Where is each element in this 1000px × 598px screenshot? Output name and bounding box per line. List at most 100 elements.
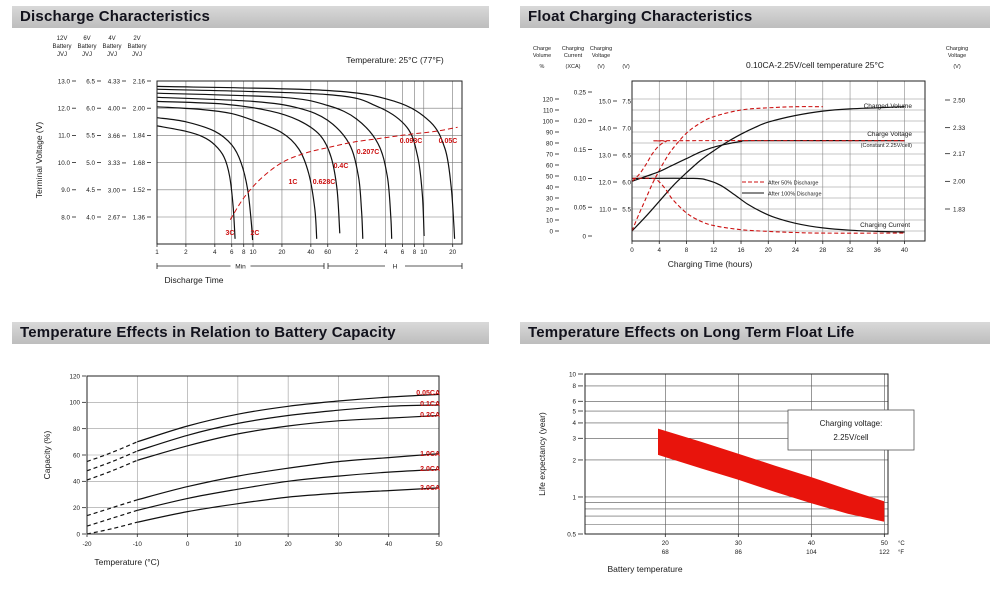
svg-text:8: 8 [572, 383, 576, 390]
svg-text:100: 100 [69, 400, 80, 407]
svg-text:20: 20 [278, 249, 286, 256]
svg-text:Charging voltage:: Charging voltage: [820, 419, 883, 428]
svg-text:2.0CA: 2.0CA [420, 466, 440, 473]
section-title-float-charging: Float Charging Characteristics [520, 6, 990, 28]
svg-text:0: 0 [76, 531, 80, 538]
svg-text:0.093C: 0.093C [400, 138, 423, 145]
svg-text:(Constant 2.25V/cell): (Constant 2.25V/cell) [861, 143, 913, 149]
svg-text:After 50% Discharge: After 50% Discharge [768, 181, 818, 187]
svg-text:6.5: 6.5 [622, 152, 631, 159]
svg-text:2: 2 [184, 249, 188, 256]
svg-text:10: 10 [569, 371, 577, 378]
svg-text:80: 80 [546, 140, 554, 147]
svg-text:10: 10 [234, 541, 242, 548]
svg-text:4.00: 4.00 [108, 105, 121, 112]
svg-text:2: 2 [355, 249, 359, 256]
svg-text:2.33: 2.33 [953, 125, 966, 132]
svg-text:3: 3 [572, 436, 576, 443]
svg-text:JVJ: JVJ [132, 52, 142, 58]
svg-text:70: 70 [546, 151, 554, 158]
panel-discharge-characteristics: Discharge Characteristics 13.0 12.0 11.0 10… [12, 6, 489, 314]
svg-text:2V: 2V [133, 36, 140, 42]
svg-text:2.17: 2.17 [953, 151, 966, 158]
svg-text:40: 40 [73, 479, 81, 486]
svg-text:50: 50 [546, 173, 554, 180]
svg-text:122: 122 [879, 549, 890, 556]
svg-text:(V): (V) [597, 64, 605, 70]
svg-text:120: 120 [69, 373, 80, 380]
svg-text:7.5: 7.5 [622, 98, 631, 105]
svg-text:2.00: 2.00 [133, 106, 146, 113]
svg-text:Charging: Charging [562, 46, 584, 52]
svg-text:(XCA): (XCA) [566, 64, 581, 70]
svg-text:2.25V/cell: 2.25V/cell [833, 433, 868, 442]
svg-text:Battery: Battery [102, 44, 121, 50]
float-charging-chart: 12011010090807060504030201000.250.200.15… [533, 46, 968, 269]
svg-text:20: 20 [285, 541, 293, 548]
svg-text:Battery: Battery [127, 44, 146, 50]
svg-text:3.66: 3.66 [108, 133, 121, 140]
panel-float-life: Temperature Effects on Long Term Float L… [520, 322, 990, 592]
svg-text:86: 86 [735, 549, 743, 556]
svg-text:5.0: 5.0 [86, 160, 95, 167]
svg-text:H: H [393, 263, 398, 270]
svg-text:0.628C: 0.628C [313, 179, 336, 186]
svg-text:0.10CA-2.25V/cell temperature: 0.10CA-2.25V/cell temperature 25°C [746, 60, 884, 70]
svg-text:Charged Volume: Charged Volume [864, 103, 913, 110]
svg-text:60: 60 [546, 162, 554, 169]
svg-text:11.0: 11.0 [58, 133, 70, 140]
svg-text:1.36: 1.36 [133, 214, 146, 221]
svg-text:(V): (V) [953, 64, 961, 70]
svg-text:0.05CA: 0.05CA [416, 390, 440, 397]
svg-text:4.5: 4.5 [86, 187, 95, 194]
svg-text:4.33: 4.33 [108, 78, 121, 85]
svg-text:5.5: 5.5 [622, 206, 631, 213]
svg-text:3.33: 3.33 [108, 160, 121, 167]
svg-text:20: 20 [662, 540, 670, 547]
svg-text:80: 80 [73, 426, 81, 433]
svg-text:40: 40 [901, 247, 909, 254]
svg-text:6V: 6V [83, 36, 90, 42]
svg-text:14.0: 14.0 [599, 125, 612, 132]
svg-text:4: 4 [657, 247, 661, 254]
svg-text:Charge: Charge [533, 46, 551, 52]
svg-text:110: 110 [543, 107, 554, 114]
svg-text:20: 20 [73, 505, 81, 512]
svg-text:0: 0 [186, 541, 190, 548]
svg-text:Battery: Battery [52, 44, 71, 50]
svg-text:60: 60 [324, 249, 332, 256]
svg-text:Charge Voltage: Charge Voltage [867, 131, 912, 138]
svg-text:-10: -10 [133, 541, 143, 548]
panel-float-charging: Float Charging Characteristics 120 110 100… [520, 6, 990, 314]
svg-text:6: 6 [401, 249, 405, 256]
svg-text:1.52: 1.52 [133, 187, 146, 194]
svg-text:100: 100 [542, 118, 553, 125]
section-title-float-life: Temperature Effects on Long Term Float L… [520, 322, 990, 344]
svg-text:2.00: 2.00 [953, 179, 966, 186]
svg-text:2: 2 [572, 457, 576, 464]
svg-text:120: 120 [542, 96, 553, 103]
svg-text:8: 8 [685, 247, 689, 254]
svg-text:0.1CA: 0.1CA [420, 401, 440, 408]
svg-text:30: 30 [546, 195, 554, 202]
svg-text:Discharge Time: Discharge Time [164, 275, 223, 285]
svg-text:1: 1 [572, 494, 576, 501]
svg-text:3.0CA: 3.0CA [420, 485, 440, 492]
svg-text:0.15: 0.15 [574, 147, 587, 154]
svg-text:30: 30 [335, 541, 343, 548]
svg-text:After 100% Discharge: After 100% Discharge [768, 192, 822, 198]
svg-text:0: 0 [582, 233, 586, 240]
svg-text:6.5: 6.5 [86, 78, 95, 85]
svg-text:Voltage: Voltage [592, 53, 610, 59]
svg-text:15.0: 15.0 [599, 98, 612, 105]
svg-text:28: 28 [819, 247, 827, 254]
svg-text:Battery temperature: Battery temperature [607, 564, 682, 574]
svg-text:4: 4 [213, 249, 217, 256]
svg-text:8: 8 [242, 249, 246, 256]
svg-text:13.0: 13.0 [599, 152, 612, 159]
svg-text:0.25: 0.25 [574, 89, 587, 96]
svg-text:2.67: 2.67 [108, 214, 121, 221]
svg-text:0.05C: 0.05C [439, 138, 458, 145]
svg-text:12.0: 12.0 [58, 106, 71, 113]
svg-text:4V: 4V [108, 36, 115, 42]
